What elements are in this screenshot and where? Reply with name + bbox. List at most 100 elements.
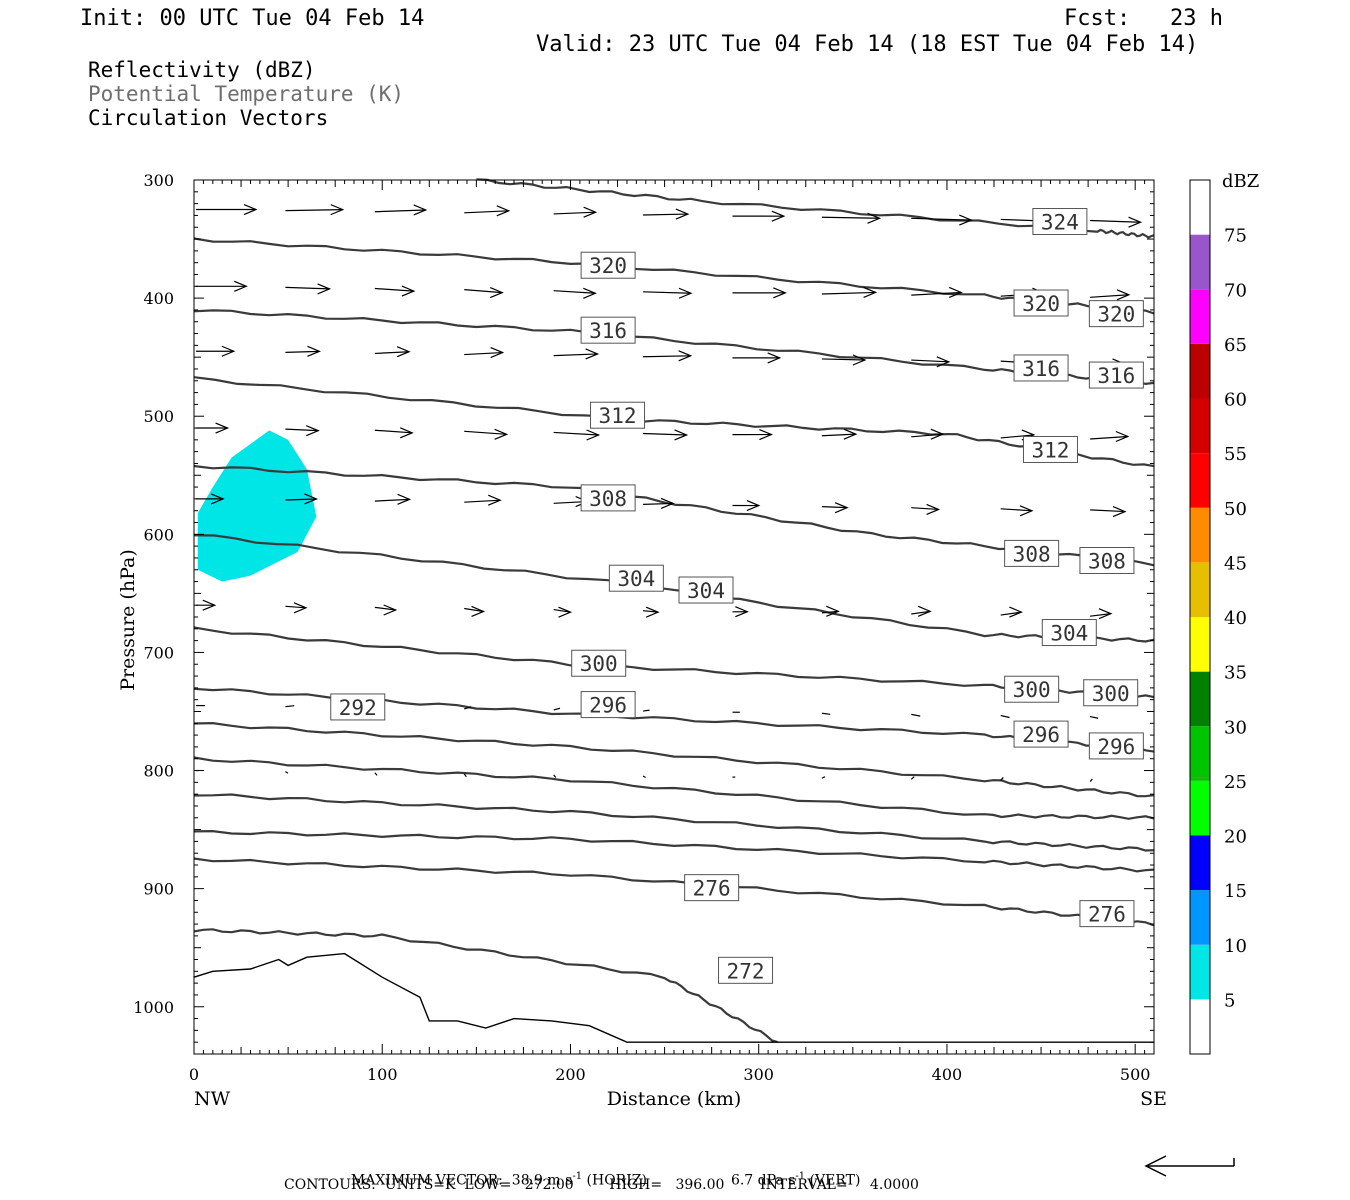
circulation-vector-head xyxy=(494,428,509,440)
colorbar-bin xyxy=(1190,835,1210,891)
circulation-vector-head xyxy=(490,287,504,299)
circulation-vector-head xyxy=(317,283,332,295)
axis-ticks: 0 100 200 300 400 500 300 400 500 600 700 800 900 100… xyxy=(133,171,1155,1084)
circulation-vector xyxy=(821,610,839,614)
max-vector-text: MAXIMUM VECTOR: 38.9 m s-1 (HORIZ) 6.7 dP… xyxy=(342,1158,861,1189)
colorbar: 5 10 15 20 25 30 35 40 45 50 55 60 65 70 75 xyxy=(1189,179,1247,1055)
circulation-vector xyxy=(1000,611,1022,616)
circulation-vector xyxy=(821,776,826,779)
reflectivity-area-5dbz xyxy=(197,430,317,582)
circulation-vector xyxy=(911,610,931,615)
circulation-vector xyxy=(285,605,307,609)
circulation-vector-head xyxy=(399,427,414,439)
theta-contour-layer xyxy=(193,178,1155,1044)
colorbar-level-label: 30 xyxy=(1224,717,1247,738)
colorbar-bin xyxy=(1190,343,1210,399)
colorbar-bin xyxy=(1190,671,1210,727)
contour-label-312: 312 xyxy=(590,401,646,429)
contour-label-304: 304 xyxy=(1041,619,1097,647)
circulation-vector-head xyxy=(917,605,932,617)
x-axis-title: Distance (km) xyxy=(607,1088,742,1110)
circulation-vector xyxy=(821,291,876,295)
circulation-vector xyxy=(1090,509,1126,513)
circulation-vector xyxy=(911,359,949,363)
svg-text:320: 320 xyxy=(1097,303,1135,327)
circulation-vector xyxy=(1000,434,1034,439)
circulation-vector-head xyxy=(852,354,867,366)
svg-text:296: 296 xyxy=(1097,735,1135,759)
circulation-vector xyxy=(553,707,561,711)
circulation-vector-head xyxy=(759,428,773,441)
x-tick-label: 500 xyxy=(1120,1065,1151,1084)
colorbar-level-label: 40 xyxy=(1224,608,1247,629)
theta-contour-272 xyxy=(193,928,778,1044)
circulation-vector xyxy=(374,287,414,292)
x-tick-label: 400 xyxy=(932,1065,963,1084)
terrain-line xyxy=(193,952,1154,1043)
circulation-vector-head xyxy=(771,210,786,222)
circulation-vector xyxy=(1090,435,1128,440)
field-label-circulation-vectors: Circulation Vectors xyxy=(88,106,329,130)
theta-contour-312 xyxy=(193,376,1155,468)
svg-text:316: 316 xyxy=(1097,364,1135,388)
theta-contour-292 xyxy=(193,721,1155,798)
circulation-vector xyxy=(911,713,921,717)
unit-exponent: -1 xyxy=(795,1171,806,1182)
contour-label-308: 308 xyxy=(1079,546,1135,574)
y-tick-label: 600 xyxy=(143,525,174,544)
x-tick-label: 100 xyxy=(367,1065,398,1084)
y-tick-label: 800 xyxy=(143,762,174,781)
svg-text:316: 316 xyxy=(1022,357,1060,381)
colorbar-level-label: 25 xyxy=(1224,772,1247,793)
svg-text:300: 300 xyxy=(1013,678,1051,702)
circulation-vector xyxy=(643,213,688,216)
circulation-vector xyxy=(642,775,646,779)
circulation-vector-head xyxy=(767,352,782,364)
circulation-vector-head xyxy=(930,428,945,440)
circulation-vector-head xyxy=(863,286,878,298)
unit-exponent: -1 xyxy=(572,1171,583,1182)
svg-text:276: 276 xyxy=(693,877,731,901)
circulation-vector xyxy=(464,288,503,294)
colorbar-bin xyxy=(1190,726,1210,781)
circulation-vector-head xyxy=(867,212,882,224)
colorbar-level-label: 55 xyxy=(1224,444,1247,465)
circulation-vector xyxy=(911,217,972,221)
reflectivity-layer xyxy=(197,430,317,582)
circulation-vector-head xyxy=(926,503,941,516)
circulation-vector-head xyxy=(558,606,573,618)
circulation-vector-head xyxy=(496,205,511,217)
circulation-vector-head xyxy=(234,280,248,292)
circulation-vector-head xyxy=(675,208,690,220)
circulation-vector xyxy=(464,499,501,503)
max-vector-horiz: MAXIMUM VECTOR: 38.9 m s xyxy=(350,1172,573,1189)
circulation-vector-head xyxy=(1098,608,1113,620)
colorbar-bin xyxy=(1190,507,1210,563)
colorbar-level-label: 10 xyxy=(1224,936,1247,957)
svg-text:304: 304 xyxy=(617,567,655,591)
circulation-vector xyxy=(553,608,571,613)
circulation-vector-head xyxy=(678,350,693,362)
circulation-vector-head xyxy=(773,287,787,299)
colorbar-level-label: 45 xyxy=(1224,553,1247,574)
circulation-vector xyxy=(285,498,317,501)
y-tick-label: 300 xyxy=(143,171,174,190)
circulation-vector-head xyxy=(397,493,412,505)
circulation-vector-head xyxy=(471,605,486,618)
circulation-vector-head xyxy=(645,606,660,618)
contour-label-316: 316 xyxy=(580,316,636,344)
circulation-vector-head xyxy=(678,287,693,299)
circulation-vector xyxy=(1000,714,1010,719)
contour-label-296: 296 xyxy=(1013,720,1069,748)
svg-text:296: 296 xyxy=(1022,723,1060,747)
theta-contour-276 xyxy=(193,857,1155,927)
circulation-vector-head xyxy=(221,345,236,357)
contour-label-304: 304 xyxy=(608,564,664,592)
colorbar-level-label: 50 xyxy=(1224,499,1247,520)
circulation-vector-head xyxy=(383,604,398,616)
contour-label-276: 276 xyxy=(1079,900,1135,928)
circulation-vector-head xyxy=(834,502,849,514)
x-tick-label: 200 xyxy=(555,1065,586,1084)
circulation-vector-head xyxy=(396,346,411,358)
